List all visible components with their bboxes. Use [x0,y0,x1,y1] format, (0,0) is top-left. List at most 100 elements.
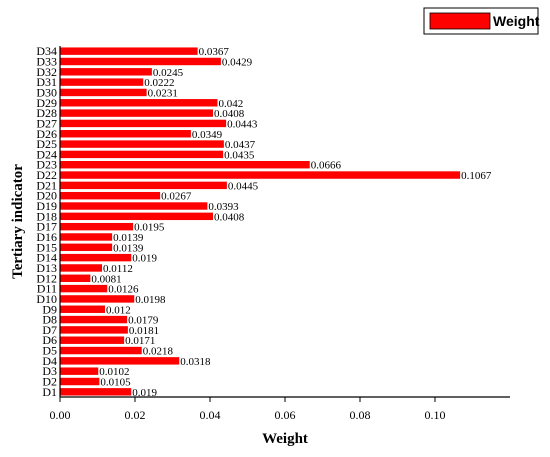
data-label-d14: 0.019 [132,253,157,265]
bar-d15 [60,243,113,252]
data-labels-layer: 0.0190.01050.01020.03180.02180.01710.018… [91,46,492,399]
bar-d33 [60,57,221,66]
bar-d34 [60,47,198,55]
category-labels-layer: D1D2D3D4D5D6D7D8D9D10D11D12D13D14D15D16D… [36,44,57,399]
category-label-d1: D1 [42,385,57,399]
data-label-d25: 0.0437 [225,139,256,151]
data-label-d22: 0.1067 [461,170,492,182]
data-label-d18: 0.0408 [214,211,245,223]
bar-d17 [60,222,134,231]
category-label-d11: D11 [37,282,57,296]
data-label-d7: 0.0181 [129,325,159,337]
data-label-d34: 0.0367 [199,46,230,58]
data-label-d27: 0.0443 [227,118,258,130]
data-label-d2: 0.0105 [100,377,131,389]
x-tick-label: 0.06 [275,408,296,422]
category-label-d28: D28 [36,106,57,120]
category-label-d26: D26 [36,127,57,141]
bar-d19 [60,202,208,210]
data-label-d11: 0.0126 [108,284,139,296]
bar-d16 [60,233,113,241]
legend-swatch [429,12,491,30]
category-label-d25: D25 [36,137,57,151]
category-label-d3: D3 [42,364,57,378]
bar-d28 [60,109,213,117]
data-label-d6: 0.0171 [125,335,155,347]
x-axis-title: Weight [262,431,308,447]
data-label-d30: 0.0231 [148,87,178,99]
category-label-d15: D15 [36,240,57,254]
bar-d24 [60,150,224,159]
category-label-d13: D13 [36,261,57,275]
category-label-d12: D12 [36,271,57,285]
x-tick-label: 0.02 [125,408,146,422]
category-label-d9: D9 [42,302,57,316]
legend-label: Weight [493,13,540,29]
bar-d4 [60,357,180,365]
bar-d1 [60,388,132,396]
bar-d23 [60,161,310,169]
bar-d27 [60,119,227,128]
y-axis-title: Tertiary indicator [10,164,26,279]
data-label-d17: 0.0195 [134,222,165,234]
data-label-d13: 0.0112 [103,263,133,275]
category-label-d23: D23 [36,158,57,172]
bar-d18 [60,212,213,221]
x-ticks-layer: 0.00 0.02 0.04 0.06 0.08 0.10 [50,397,446,422]
data-label-d4: 0.0318 [180,356,211,368]
data-label-d9: 0.012 [106,304,131,316]
category-label-d7: D7 [42,323,57,337]
category-label-d2: D2 [42,375,57,389]
bar-d21 [60,181,227,190]
bar-d30 [60,88,147,97]
data-label-d28: 0.0408 [214,108,245,120]
data-label-d20: 0.0267 [161,191,192,203]
data-label-d1: 0.019 [132,387,157,399]
bar-d25 [60,140,224,148]
category-label-d32: D32 [36,65,57,79]
legend: Weight [423,7,540,35]
data-label-d5: 0.0218 [143,346,174,358]
category-label-d4: D4 [42,354,57,368]
data-label-d23: 0.0666 [311,160,342,172]
bar-d8 [60,315,128,324]
x-tick-label: 0.08 [350,408,371,422]
bar-d22 [60,171,461,179]
category-label-d33: D33 [36,54,57,68]
bar-d10 [60,295,135,303]
bar-d32 [60,68,152,76]
data-label-d24: 0.0435 [224,149,255,161]
bar-d12 [60,274,91,282]
data-label-d32: 0.0245 [153,67,184,79]
category-label-d24: D24 [36,147,57,161]
category-label-d6: D6 [42,333,57,347]
category-label-d31: D31 [36,75,57,89]
x-tick-label: 0.10 [425,408,446,422]
data-label-d26: 0.0349 [192,129,223,141]
category-label-d30: D30 [36,85,57,99]
bar-d7 [60,326,128,334]
bar-d3 [60,367,99,375]
bars-layer [60,47,461,396]
bar-d14 [60,253,132,262]
data-label-d10: 0.0198 [135,294,166,306]
category-label-d22: D22 [36,168,57,182]
category-label-d19: D19 [36,199,57,213]
bar-d11 [60,284,108,293]
category-label-d29: D29 [36,96,57,110]
bar-d9 [60,305,105,313]
category-label-d14: D14 [36,251,57,265]
data-label-d8: 0.0179 [128,315,159,327]
category-label-d17: D17 [36,220,57,234]
data-label-d33: 0.0429 [222,56,253,68]
category-label-d8: D8 [42,313,57,327]
bar-d5 [60,346,142,355]
category-label-d16: D16 [36,230,57,244]
data-label-d3: 0.0102 [99,366,129,378]
data-label-d12: 0.0081 [91,273,121,285]
category-label-d5: D5 [42,344,57,358]
data-label-d29: 0.042 [219,98,244,110]
category-label-d20: D20 [36,189,57,203]
category-label-d21: D21 [36,178,57,192]
